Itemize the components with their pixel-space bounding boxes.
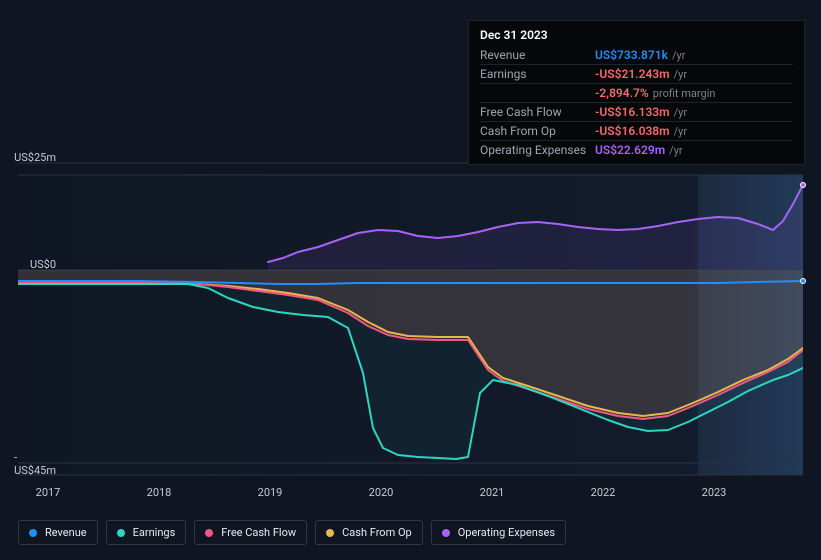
tooltip-value: -US$16.133m bbox=[595, 105, 670, 119]
legend-label: Earnings bbox=[133, 526, 176, 539]
tooltip-value: -2,894.7% bbox=[595, 86, 649, 100]
tooltip-unit: /yr bbox=[674, 106, 687, 119]
x-tick-label: 2019 bbox=[258, 486, 283, 499]
tooltip-date: Dec 31 2023 bbox=[480, 28, 793, 46]
tooltip-value: US$733.871k bbox=[595, 48, 668, 62]
legend-label: Cash From Op bbox=[342, 526, 412, 539]
x-axis: 2017 2018 2019 2020 2021 2022 2023 bbox=[18, 486, 803, 504]
legend: Revenue Earnings Free Cash Flow Cash From O… bbox=[18, 520, 566, 545]
x-tick-label: 2021 bbox=[480, 486, 505, 499]
y-tick-label: -US$45m bbox=[14, 451, 56, 477]
hover-marker bbox=[800, 182, 806, 188]
legend-swatch bbox=[442, 529, 450, 537]
legend-swatch bbox=[326, 529, 334, 537]
x-tick-label: 2020 bbox=[369, 486, 394, 499]
x-tick-label: 2017 bbox=[36, 486, 61, 499]
hover-marker bbox=[800, 278, 806, 284]
tooltip-value: -US$21.243m bbox=[595, 67, 670, 81]
y-tick-label: US$0 bbox=[30, 258, 56, 271]
legend-item-revenue[interactable]: Revenue bbox=[18, 520, 98, 545]
tooltip-unit: profit margin bbox=[653, 87, 716, 100]
tooltip-label: Cash From Op bbox=[480, 124, 595, 138]
legend-item-fcf[interactable]: Free Cash Flow bbox=[194, 520, 307, 545]
x-tick-label: 2023 bbox=[702, 486, 727, 499]
tooltip-label: Revenue bbox=[480, 48, 595, 62]
tooltip-unit: /yr bbox=[672, 49, 685, 62]
tooltip-value: -US$16.038m bbox=[595, 124, 670, 138]
tooltip-unit: /yr bbox=[674, 68, 687, 81]
tooltip-row: Free Cash Flow-US$16.133m/yr bbox=[480, 102, 793, 121]
legend-swatch bbox=[29, 529, 37, 537]
x-tick-label: 2018 bbox=[147, 486, 172, 499]
tooltip-unit: /yr bbox=[669, 144, 682, 157]
legend-swatch bbox=[117, 529, 125, 537]
tooltip-label: Free Cash Flow bbox=[480, 105, 595, 119]
legend-item-cashop[interactable]: Cash From Op bbox=[315, 520, 423, 545]
tooltip-label: Operating Expenses bbox=[480, 143, 595, 157]
x-tick-label: 2022 bbox=[591, 486, 616, 499]
legend-item-earnings[interactable]: Earnings bbox=[106, 520, 187, 545]
tooltip-row: Earnings-US$21.243m/yr bbox=[480, 64, 793, 83]
tooltip-label: Earnings bbox=[480, 67, 595, 81]
legend-label: Free Cash Flow bbox=[221, 526, 296, 539]
tooltip-row: -2,894.7% profit margin bbox=[480, 83, 793, 102]
tooltip-value: US$22.629m bbox=[595, 143, 665, 157]
tooltip-row: Cash From Op-US$16.038m/yr bbox=[480, 121, 793, 140]
tooltip: Dec 31 2023 RevenueUS$733.871k/yrEarning… bbox=[468, 20, 805, 165]
tooltip-row: RevenueUS$733.871k/yr bbox=[480, 46, 793, 64]
tooltip-row: Operating ExpensesUS$22.629m/yr bbox=[480, 140, 793, 159]
tooltip-unit: /yr bbox=[674, 125, 687, 138]
legend-label: Revenue bbox=[45, 526, 87, 539]
legend-swatch bbox=[205, 529, 213, 537]
y-tick-label: US$25m bbox=[14, 151, 56, 164]
legend-label: Operating Expenses bbox=[458, 526, 555, 539]
legend-item-opex[interactable]: Operating Expenses bbox=[431, 520, 566, 545]
